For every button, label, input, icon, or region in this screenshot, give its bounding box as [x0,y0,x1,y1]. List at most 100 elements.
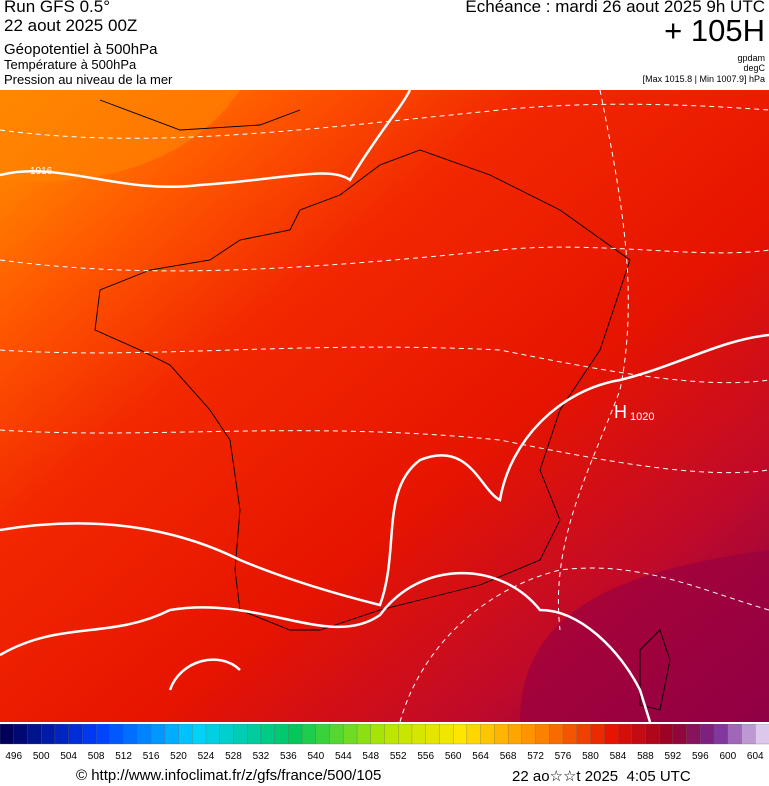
color-swatch [233,724,248,745]
color-swatch [398,724,413,745]
color-swatch [521,724,537,745]
color-swatch [425,724,441,745]
color-swatch [411,724,427,745]
color-swatch [82,724,97,745]
color-swatch [301,724,317,745]
colorbar-label: 552 [390,751,407,762]
color-swatch [192,724,207,745]
color-swatch [562,724,578,745]
color-swatch [274,724,290,745]
color-swatch [494,724,509,745]
color-swatch [549,724,564,745]
color-swatch [137,724,152,745]
colorbar-label: 540 [307,751,324,762]
color-swatch [329,724,344,745]
unit: degC [743,63,765,73]
color-swatch [727,724,743,745]
colorbar-label: 596 [692,751,709,762]
color-swatch [713,724,729,745]
color-swatch [109,724,125,745]
colorbar-label: 536 [280,751,297,762]
colorbar-label: 588 [637,751,654,762]
field: Pression au niveau de la mer [4,72,173,87]
colorbar-label: 556 [417,751,434,762]
color-swatch [686,724,701,745]
colorbar-label: 532 [253,751,270,762]
color-swatch [645,724,660,745]
color-swatch [205,724,221,745]
color-swatch [247,724,262,745]
color-swatch [178,724,193,745]
colorbar-label: 524 [198,751,215,762]
run: Run GFS 0.5° [4,0,111,16]
colorbar-label: 584 [610,751,627,762]
colorbar-label: 580 [582,751,599,762]
color-swatch [0,724,15,745]
color-swatch [466,724,482,745]
footer-url: © http://www.infoclimat.fr/z/gfs/france/… [76,767,382,784]
colorbar-label: 572 [527,751,544,762]
colorbar-label: 496 [5,751,22,762]
colorbar-label: 564 [472,751,489,762]
colorbar-label: 600 [719,751,736,762]
color-swatch [453,724,468,745]
color-swatch [590,724,605,745]
geopotential [0,90,769,722]
footer-stamp: 22 ao☆☆t 2025 4:05 UTC [512,768,691,785]
color-swatch [658,724,674,745]
colorbar-label: 604 [747,751,764,762]
colorbar: 496 500 504 508 512 516 520 524 528 532 536 540 544 5… [0,724,769,762]
colorbar-label: 504 [60,751,77,762]
color-swatch [507,724,523,745]
color-swatch [27,724,42,745]
colorbar-label: 512 [115,751,132,762]
color-swatch [439,724,454,745]
colorbar-label: 560 [445,751,462,762]
color-swatch [95,724,111,745]
color-swatch [150,724,166,745]
color-swatch [480,724,496,745]
colorbar-label: 548 [362,751,379,762]
range: [Max 1015.8 | Min 1007.9] hPa [642,74,765,84]
cold-zone [520,550,769,722]
color-swatch [356,724,372,745]
map-label: 1016 [30,166,53,177]
color-swatch [700,724,715,745]
color-swatch [370,724,386,745]
color-swatch [164,724,180,745]
color-swatch [631,724,647,745]
field: Géopotentiel à 500hPa [4,41,158,58]
run-date: 22 aout 2025 00Z [4,16,138,35]
color-swatch [617,724,633,745]
isobar [0,90,769,722]
color-swatch [604,724,619,745]
color-swatch [535,724,550,745]
map: 1016 H 1020 [0,90,769,722]
color-swatch [219,724,235,745]
color-swatch [41,724,56,745]
color-swatch [68,724,84,745]
colorbar-label: 516 [143,751,160,762]
color-swatch [315,724,331,745]
colorbar-label: 500 [33,751,50,762]
colorbar-label: 592 [665,751,682,762]
color-swatch [54,724,70,745]
color-swatch [741,724,756,745]
color-swatch [672,724,688,745]
map-label: H [614,402,627,422]
color-swatch [123,724,138,745]
color-swatch [260,724,276,745]
color-swatch [288,724,303,745]
colorbar-label: 568 [500,751,517,762]
warm-zone [0,90,240,182]
color-swatch [13,724,29,745]
valid-time: Echéance : mardi 26 aout 2025 9h UTC [465,0,765,16]
coastline [94,99,671,711]
lead-time: + 105H [664,13,765,48]
field: Température à 500hPa [4,57,137,72]
colorbar-label: 528 [225,751,242,762]
unit: gpdam [737,53,765,63]
map-label: 1020 [630,411,654,423]
color-swatch [576,724,592,745]
